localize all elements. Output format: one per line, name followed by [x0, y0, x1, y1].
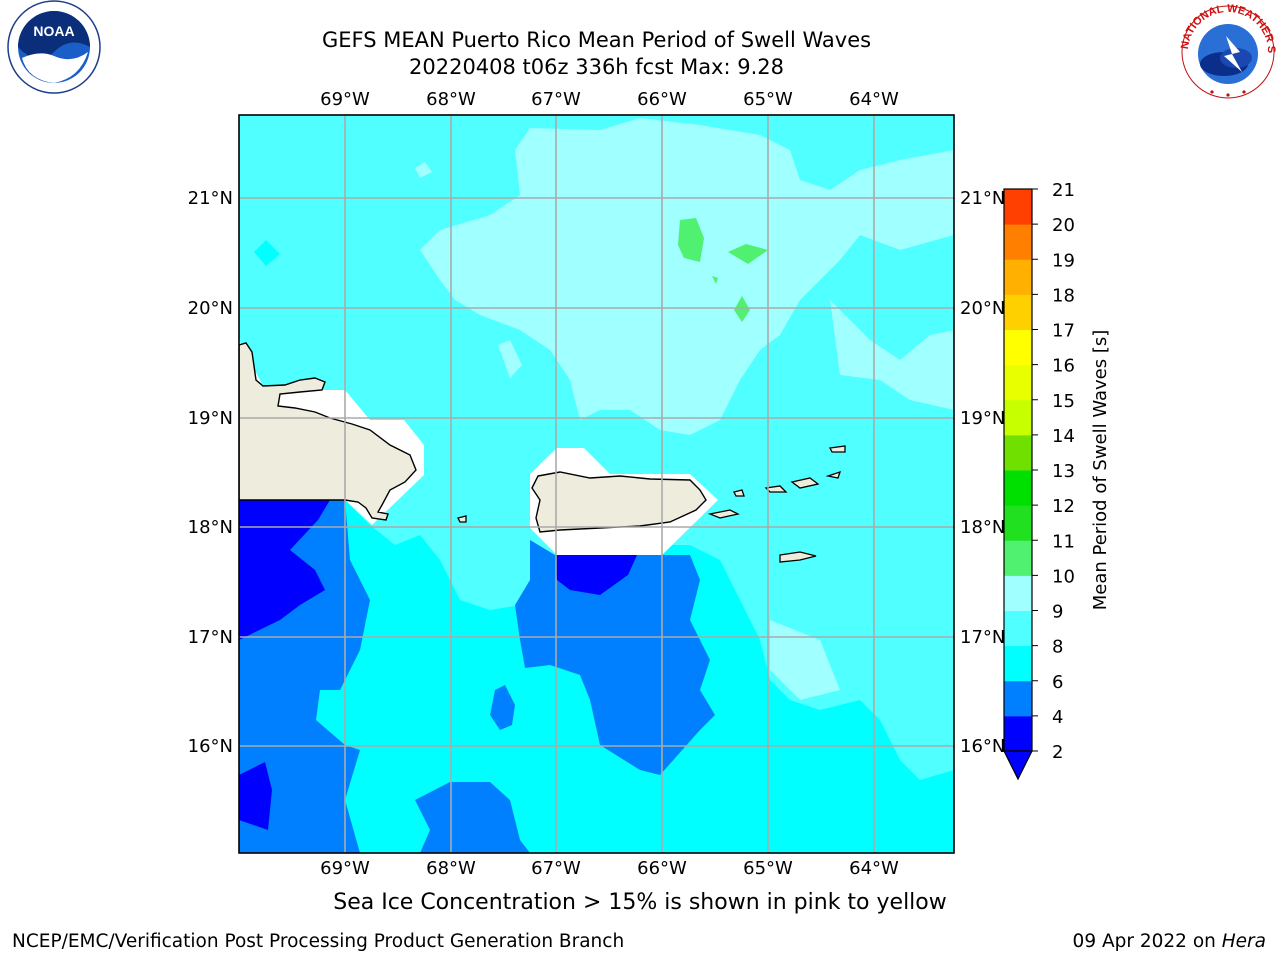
colorbar-segment — [1004, 505, 1032, 541]
lon-label-top: 66°W — [637, 89, 687, 110]
field-9s-south — [770, 620, 840, 700]
colorbar-tick-label: 16 — [1052, 356, 1075, 377]
lat-label-left: 19°N — [188, 408, 233, 429]
lat-label-right: 18°N — [960, 517, 1005, 538]
colorbar-segment — [1004, 470, 1032, 506]
lon-label-top: 65°W — [743, 89, 793, 110]
field-10s-patch-b — [728, 244, 768, 264]
chart-title: GEFS MEAN Puerto Rico Mean Period of Swe… — [321, 28, 872, 52]
field-9s-east — [830, 300, 954, 410]
field-2s-central — [555, 555, 637, 595]
lat-labels-right: 21°N 20°N 19°N 18°N 17°N 16°N — [960, 188, 1005, 757]
colorbar-tick-label: 2 — [1052, 742, 1063, 763]
field-4s-central — [515, 540, 715, 775]
colorbar-tick-label: 14 — [1052, 426, 1075, 447]
colorbar-tick-label: 15 — [1052, 391, 1075, 412]
lat-label-left: 20°N — [188, 298, 233, 319]
lon-label-bottom: 69°W — [320, 858, 370, 879]
footer-machine: Hera — [1221, 931, 1266, 952]
colorbar-segment — [1004, 224, 1032, 260]
field-10s-patch-d — [712, 276, 718, 284]
colorbar-segment — [1004, 645, 1032, 682]
lat-label-left: 17°N — [188, 627, 233, 648]
field-4s-patch — [490, 685, 515, 730]
colorbar-segment — [1004, 540, 1032, 576]
noaa-logo: NOAA — [7, 0, 101, 94]
lon-label-top: 67°W — [531, 89, 581, 110]
lon-label-bottom: 64°W — [849, 858, 899, 879]
lat-label-right: 21°N — [960, 188, 1005, 209]
lon-labels-top: 69°W 68°W 67°W 66°W 65°W 64°W — [320, 89, 899, 110]
lat-label-right: 16°N — [960, 736, 1005, 757]
lon-label-top: 69°W — [320, 89, 370, 110]
sea-ice-note: Sea Ice Concentration > 15% is shown in … — [333, 890, 947, 915]
colorbar-segment — [1004, 329, 1032, 366]
field-2s-south — [239, 762, 272, 830]
lat-label-left: 16°N — [188, 736, 233, 757]
field-10s-patch-a — [678, 218, 704, 262]
lat-label-right: 20°N — [960, 298, 1005, 319]
colorbar-segment — [1004, 364, 1032, 401]
swell-period-field — [239, 115, 954, 853]
colorbar-tick-label: 19 — [1052, 250, 1075, 271]
colorbar-tick-label: 18 — [1052, 285, 1075, 306]
colorbar-segment — [1004, 189, 1032, 225]
lat-label-left: 21°N — [188, 188, 233, 209]
colorbar-tick-label: 12 — [1052, 496, 1075, 517]
colorbar-segment — [1004, 680, 1032, 717]
lat-labels-left: 21°N 20°N 19°N 18°N 17°N 16°N — [188, 188, 233, 757]
colorbar-segment — [1004, 434, 1032, 471]
colorbar-under-arrow — [1003, 750, 1033, 781]
colorbar-tick-label: 11 — [1052, 531, 1075, 552]
colorbar-label: Mean Period of Swell Waves [s] — [1090, 330, 1111, 611]
colorbar-segment — [1004, 399, 1032, 436]
lon-label-bottom: 67°W — [531, 858, 581, 879]
graticule — [239, 115, 954, 853]
colorbar-tick-label: 17 — [1052, 321, 1075, 342]
colorbar-segment — [1004, 259, 1032, 295]
lat-label-right: 17°N — [960, 627, 1005, 648]
colorbar-tick-label: 10 — [1052, 566, 1075, 587]
field-9s-patch — [415, 162, 432, 178]
lon-label-bottom: 68°W — [426, 858, 476, 879]
lat-label-left: 18°N — [188, 517, 233, 538]
colorbar-tick-label: 13 — [1052, 461, 1075, 482]
colorbar: 2 4 6 8 9 10 11 12 13 14 15 16 17 18 19 20 21 — [1003, 180, 1075, 781]
colorbar-tick-label: 21 — [1052, 180, 1075, 201]
noaa-wordmark: NOAA — [33, 23, 74, 39]
lon-label-top: 68°W — [426, 89, 476, 110]
colorbar-segment — [1004, 610, 1032, 647]
footer-credit: NCEP/EMC/Verification Post Processing Pr… — [12, 931, 625, 952]
lon-labels-bottom: 69°W 68°W 67°W 66°W 65°W 64°W — [320, 858, 899, 879]
colorbar-tick-label: 8 — [1052, 637, 1063, 658]
field-2s-west — [239, 500, 330, 640]
colorbar-tick-label: 4 — [1052, 707, 1063, 728]
footer-date: 09 Apr 2022 on Hera — [1073, 931, 1266, 952]
colorbar-tick-label: 9 — [1052, 602, 1063, 623]
field-6s-west-patch — [254, 240, 280, 266]
field-9s-patch2 — [498, 340, 522, 378]
nws-logo: NATIONAL WEATHER SERVICE — [1176, 0, 1277, 99]
colorbar-tick-label: 20 — [1052, 215, 1075, 236]
colorbar-segment — [1004, 715, 1032, 752]
lon-label-bottom: 65°W — [743, 858, 793, 879]
field-4s-south — [415, 782, 530, 853]
lon-label-top: 64°W — [849, 89, 899, 110]
colorbar-segment — [1004, 575, 1032, 611]
lon-label-bottom: 66°W — [637, 858, 687, 879]
colorbar-tick-label: 6 — [1052, 672, 1063, 693]
small-islands — [457, 445, 846, 563]
lat-label-right: 19°N — [960, 408, 1005, 429]
field-10s-patch-c — [734, 296, 750, 322]
footer-date-text: 09 Apr 2022 on — [1072, 931, 1222, 952]
map-frame — [238, 114, 955, 854]
colorbar-segment — [1004, 294, 1032, 330]
hispaniola-land — [239, 342, 417, 521]
chart-subtitle: 20220408 t06z 336h fcst Max: 9.28 — [409, 55, 784, 79]
